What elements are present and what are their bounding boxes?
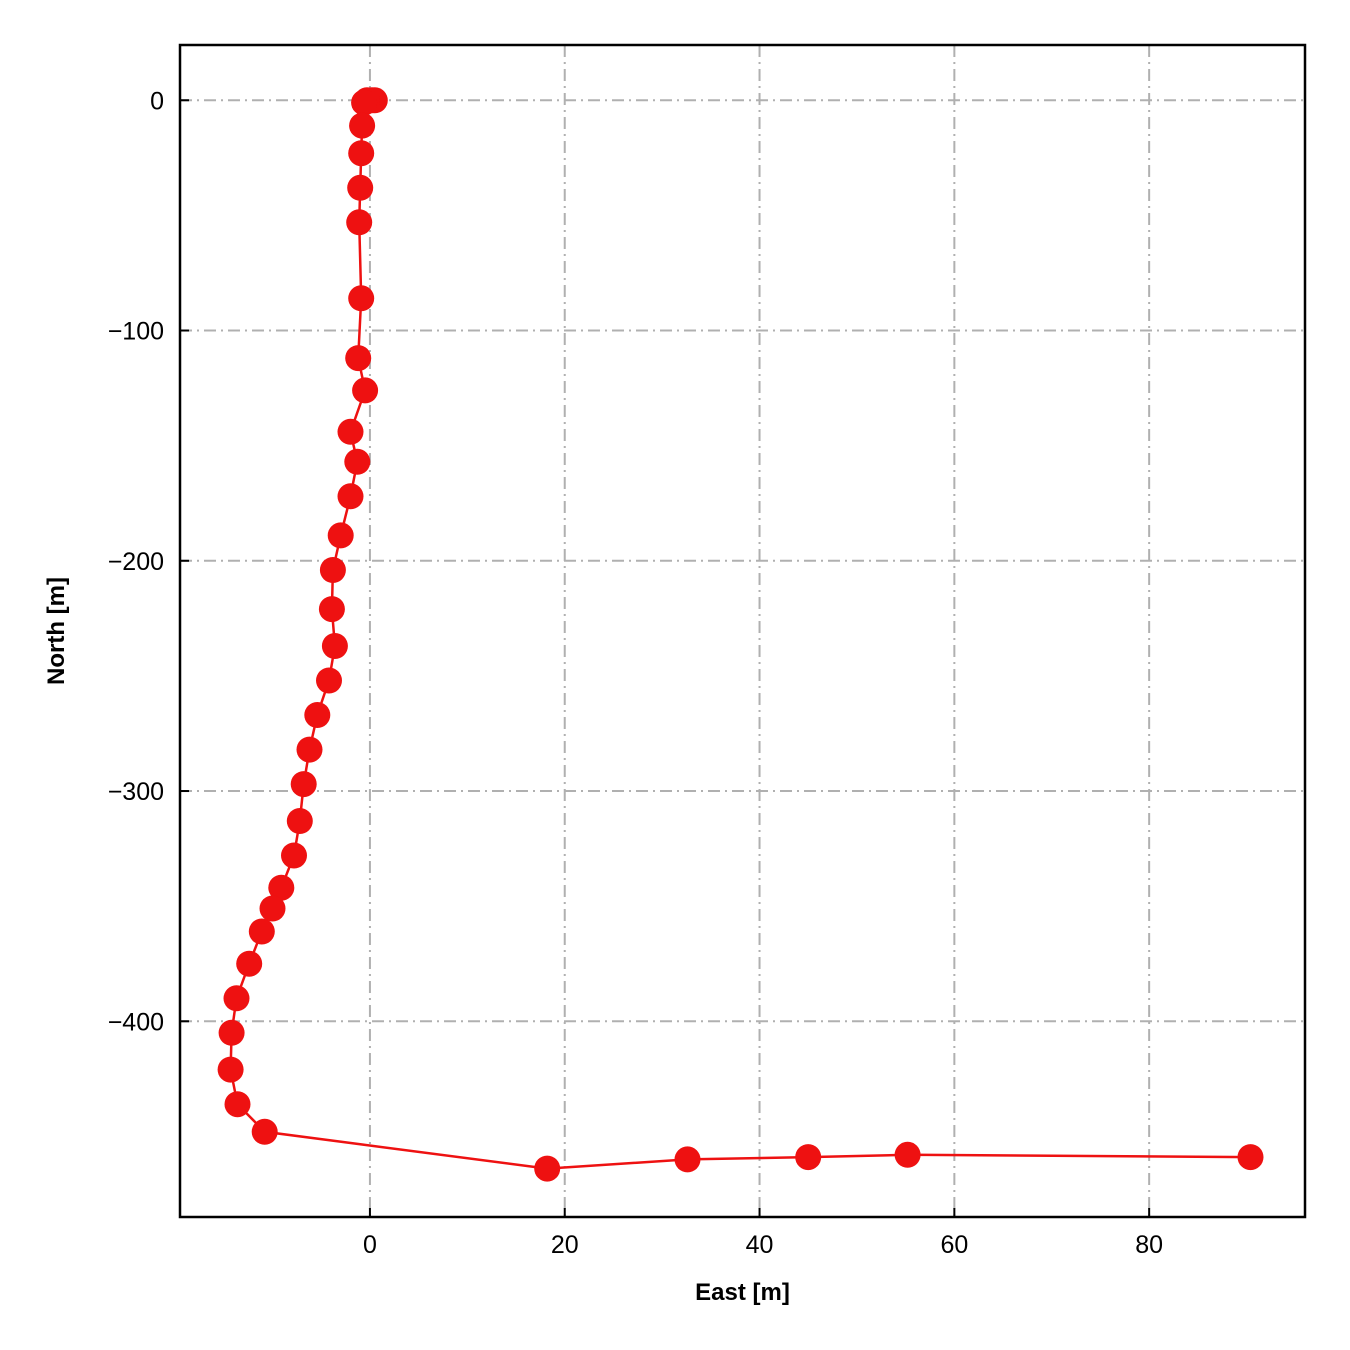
data-point bbox=[218, 1019, 245, 1046]
series-markers bbox=[217, 87, 1264, 1182]
data-point bbox=[251, 1118, 278, 1145]
data-point bbox=[217, 1056, 244, 1083]
data-point bbox=[674, 1146, 701, 1173]
plot-frame bbox=[178, 43, 1307, 1219]
grid bbox=[180, 45, 1305, 1217]
data-point bbox=[223, 985, 250, 1012]
data-point bbox=[351, 89, 378, 116]
data-point bbox=[304, 702, 331, 728]
data-point bbox=[894, 1141, 921, 1168]
data-point bbox=[259, 895, 286, 922]
y-tick-label: −300 bbox=[108, 778, 164, 806]
data-point bbox=[352, 377, 379, 404]
x-tick-label: 40 bbox=[746, 1231, 774, 1259]
data-point bbox=[236, 950, 263, 977]
y-tick-label: −400 bbox=[108, 1008, 164, 1036]
x-tick-label: 60 bbox=[940, 1231, 968, 1259]
ticks bbox=[180, 99, 1151, 1217]
data-point bbox=[337, 483, 364, 510]
data-point bbox=[348, 285, 375, 312]
x-tick-label: 20 bbox=[551, 1231, 579, 1259]
data-point bbox=[296, 736, 323, 763]
data-point bbox=[345, 345, 372, 372]
data-point bbox=[349, 112, 376, 139]
data-point bbox=[321, 633, 348, 659]
data-point bbox=[281, 842, 307, 869]
data-point bbox=[319, 557, 346, 583]
data-point bbox=[290, 771, 317, 798]
data-point bbox=[268, 874, 295, 901]
data-point bbox=[344, 448, 371, 475]
data-point bbox=[316, 667, 342, 694]
data-point bbox=[795, 1144, 822, 1171]
data-point bbox=[337, 418, 364, 445]
data-point bbox=[534, 1155, 561, 1182]
data-point bbox=[318, 596, 345, 623]
plot-area bbox=[217, 87, 1264, 1182]
y-tick-label: −100 bbox=[108, 318, 164, 346]
data-point bbox=[224, 1091, 251, 1118]
data-point bbox=[346, 209, 373, 236]
data-point bbox=[347, 174, 374, 201]
tick-labels: 0 20 40 60 80 0 −100 −200 −300 −400 bbox=[108, 87, 1163, 1259]
data-point bbox=[286, 808, 313, 834]
y-tick-label: −200 bbox=[108, 548, 164, 576]
y-axis-label: North [m] bbox=[43, 577, 70, 685]
x-tick-label: 0 bbox=[363, 1231, 377, 1259]
y-tick-label: 0 bbox=[150, 87, 164, 115]
x-axis-label: East [m] bbox=[695, 1279, 790, 1306]
data-point bbox=[327, 522, 354, 549]
data-point bbox=[248, 918, 275, 945]
data-point bbox=[348, 140, 375, 167]
x-tick-label: 80 bbox=[1135, 1231, 1163, 1259]
data-point bbox=[1237, 1144, 1264, 1171]
